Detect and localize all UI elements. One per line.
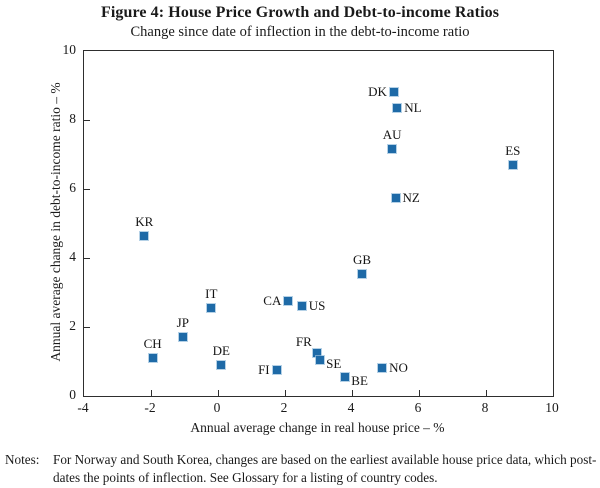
- data-point-NO: [378, 364, 387, 373]
- data-point-label-AU: AU: [382, 127, 402, 143]
- data-point-JP: [178, 333, 187, 342]
- data-point-label-BE: BE: [351, 373, 368, 389]
- data-point-IT: [207, 304, 216, 313]
- y-tick-label: 8: [69, 111, 76, 126]
- data-point-label-GB: GB: [353, 251, 372, 267]
- figure-title: Figure 4: House Price Growth and Debt-to…: [100, 4, 500, 21]
- data-point-GB: [358, 269, 367, 278]
- y-tick-label: 0: [69, 387, 76, 402]
- data-point-label-JP: JP: [176, 315, 189, 331]
- figure-subtitle: Change since date of inflection in the d…: [130, 24, 470, 40]
- y-axis-title: Annual average change in debt-to-income …: [48, 82, 63, 362]
- x-tick-label: 4: [347, 400, 355, 415]
- data-point-label-CA: CA: [263, 293, 282, 309]
- y-tick: [84, 120, 90, 121]
- data-point-DE: [217, 360, 226, 369]
- data-point-label-DK: DK: [368, 84, 387, 100]
- data-point-label-FR: FR: [295, 333, 312, 349]
- data-point-FR: [312, 348, 321, 357]
- data-point-label-NZ: NZ: [402, 189, 420, 205]
- data-point-AU: [388, 145, 397, 154]
- data-point-label-IT: IT: [205, 286, 218, 302]
- data-point-label-NO: NO: [389, 360, 408, 376]
- data-point-label-NL: NL: [404, 99, 422, 115]
- data-point-SE: [316, 355, 325, 364]
- x-axis-title: Annual average change in real house pric…: [190, 420, 445, 435]
- y-tick-label: 6: [69, 180, 76, 195]
- x-tick: [285, 390, 286, 396]
- data-point-NL: [393, 103, 402, 112]
- data-point-ES: [508, 160, 517, 169]
- y-tick: [84, 327, 90, 328]
- data-point-KR: [140, 231, 149, 240]
- x-tick-label: 6: [414, 400, 422, 415]
- y-tick-label: 10: [62, 42, 77, 57]
- data-point-DK: [389, 88, 398, 97]
- x-tick: [486, 390, 487, 396]
- data-point-FI: [272, 366, 281, 375]
- data-point-label-ES: ES: [505, 142, 521, 158]
- data-point-NZ: [391, 193, 400, 202]
- y-tick-label: 2: [69, 318, 76, 333]
- data-point-CH: [148, 354, 157, 363]
- y-tick: [84, 189, 90, 190]
- data-point-label-US: US: [308, 298, 326, 314]
- data-point-label-KR: KR: [135, 213, 154, 229]
- x-tick-label: 10: [545, 400, 559, 415]
- data-point-BE: [341, 373, 350, 382]
- x-tick-label: -2: [144, 400, 156, 415]
- data-point-label-FI: FI: [258, 362, 270, 378]
- y-tick: [84, 258, 90, 259]
- x-tick: [218, 390, 219, 396]
- notes-text: For Norway and South Korea, changes are …: [53, 452, 597, 485]
- data-point-CA: [284, 297, 293, 306]
- data-point-label-DE: DE: [212, 342, 231, 358]
- figure-notes: Notes: For Norway and South Korea, chang…: [5, 451, 597, 486]
- notes-label: Notes:: [5, 452, 40, 467]
- y-tick-label: 4: [69, 249, 76, 264]
- x-tick: [151, 390, 152, 396]
- x-tick-label: 8: [481, 400, 489, 415]
- plot-area: KR CH JP IT DE FI CA US FR SE BE GB NO NZ AU DK NL ES: [83, 50, 554, 397]
- x-tick-label: 2: [280, 400, 288, 415]
- data-point-label-SE: SE: [326, 355, 342, 371]
- data-point-label-CH: CH: [143, 336, 162, 352]
- data-point-US: [297, 302, 306, 311]
- x-tick: [419, 390, 420, 396]
- x-tick: [352, 390, 353, 396]
- x-tick-label: 0: [213, 400, 221, 415]
- x-tick-label: -4: [77, 400, 89, 415]
